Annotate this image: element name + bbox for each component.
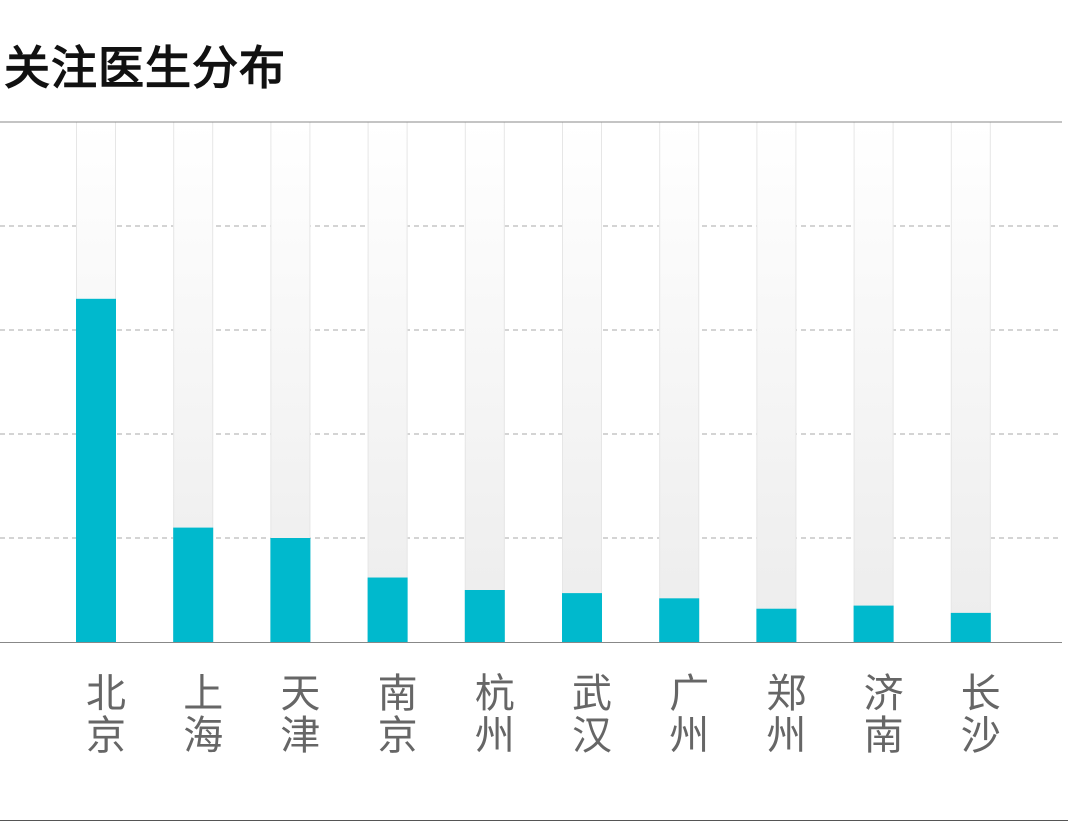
category-label: 长沙 <box>953 672 1000 756</box>
bar-9 <box>950 612 991 642</box>
bars <box>76 298 991 642</box>
category-label: 上海 <box>176 672 223 756</box>
bar-tracks <box>76 122 991 642</box>
category-label: 杭州 <box>467 672 514 756</box>
bar-track <box>756 122 797 642</box>
bar-2 <box>270 538 311 642</box>
bar-4 <box>464 590 505 642</box>
bar-7 <box>756 608 797 642</box>
category-label: 南京 <box>370 672 417 756</box>
bar-3 <box>367 577 408 642</box>
bar-6 <box>659 598 700 642</box>
bar-track <box>853 122 894 642</box>
chart-title: 关注医生分布 <box>4 41 286 95</box>
bar-5 <box>562 593 602 642</box>
bar-track <box>562 122 602 642</box>
axes <box>0 121 1062 643</box>
bar-track <box>464 122 505 642</box>
bar-0 <box>76 298 116 642</box>
bar-1 <box>173 527 214 642</box>
bottom-divider <box>0 820 1068 821</box>
category-label: 广州 <box>662 672 709 756</box>
bar-8 <box>853 605 894 642</box>
category-label: 武汉 <box>565 672 611 756</box>
bar-track <box>659 122 700 642</box>
category-label: 天津 <box>273 672 320 756</box>
bar-track <box>950 122 991 642</box>
category-label: 郑州 <box>759 672 806 756</box>
grid-lines <box>0 225 1062 539</box>
category-label: 济南 <box>856 672 903 756</box>
bar-track <box>367 122 408 642</box>
category-label: 北京 <box>79 672 125 756</box>
